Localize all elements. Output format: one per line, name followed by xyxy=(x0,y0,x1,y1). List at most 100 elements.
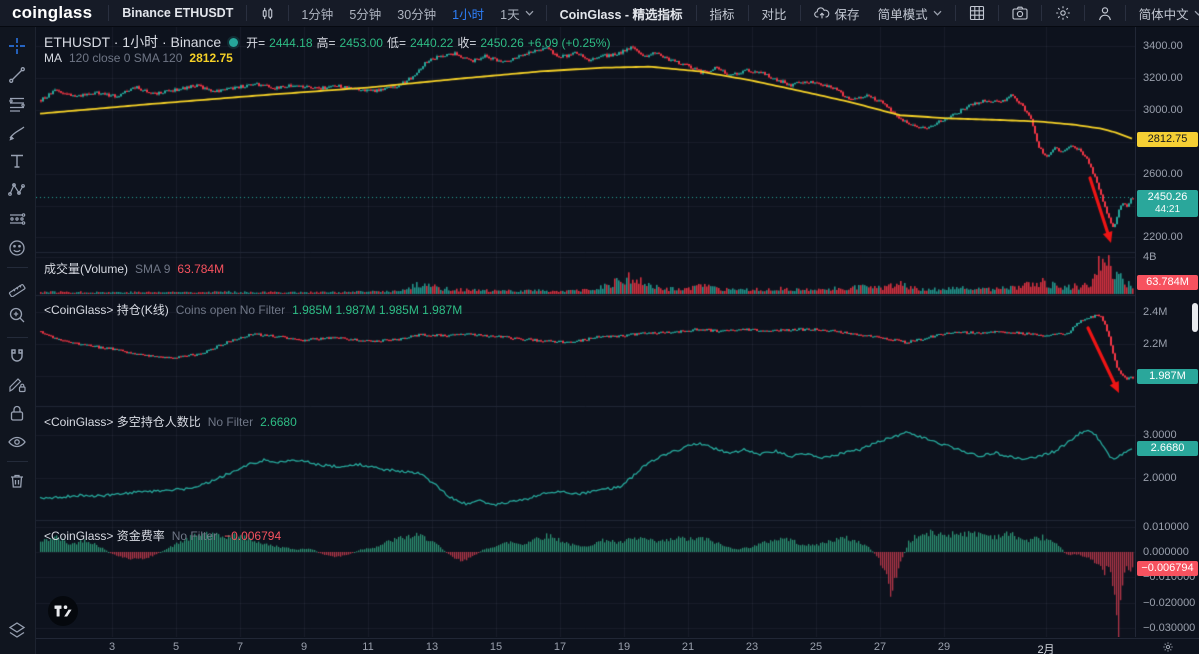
axis-price-label: −0.020000 xyxy=(1143,597,1196,609)
ruler-tool-button[interactable] xyxy=(3,273,31,301)
settings-button[interactable] xyxy=(1046,0,1080,26)
axis-time-label: 23 xyxy=(745,641,759,653)
time-axis[interactable]: 3 5 7 9 11 13 15 17 19 21 23 25 27 29 2月 xyxy=(0,638,1199,654)
axis-time-label: 27 xyxy=(873,641,887,653)
magnet-icon xyxy=(7,346,27,366)
countdown-timer: 44:21 xyxy=(1154,204,1181,215)
language-button[interactable]: 简体中文 xyxy=(1130,0,1199,26)
toolbar-separator xyxy=(1083,5,1085,21)
axis-settings-button[interactable] xyxy=(1157,640,1179,654)
layers-tool-button[interactable] xyxy=(3,616,31,644)
toolbar-separator xyxy=(799,5,801,21)
volume-value: 63.784M xyxy=(177,262,225,276)
indicators-button[interactable]: 指标 xyxy=(709,7,735,22)
toolbar-separator xyxy=(108,5,110,21)
symbol-button[interactable]: Binance ETHUSDT xyxy=(122,6,234,20)
toolbar-separator xyxy=(246,5,248,21)
oi-pane-legend: <CoinGlass> 持仓(K线) Coins open No Filter … xyxy=(44,301,462,318)
axis-time-label: 7 xyxy=(236,641,244,653)
top-toolbar: coinglass Binance ETHUSDT 1分钟 5分钟 30分钟 1小时 1… xyxy=(0,0,1199,27)
trendline-tool-button[interactable] xyxy=(3,61,31,89)
oi-values: 1.985M 1.987M 1.985M 1.987M xyxy=(292,303,463,317)
axis-time-label: 15 xyxy=(489,641,503,653)
toolbar-separator xyxy=(545,5,547,21)
axis-price-label: 3400.00 xyxy=(1143,40,1183,52)
axis-price-label: 2.4M xyxy=(1143,306,1168,318)
account-button[interactable] xyxy=(1089,0,1121,26)
low-value: 2440.22 xyxy=(409,35,454,50)
change-value: +6.09 (+0.25%) xyxy=(527,35,611,50)
interval-button-1分钟[interactable]: 1分钟 xyxy=(301,7,334,22)
fib-lines-tool-button[interactable] xyxy=(3,90,31,118)
axis-value-badge: 63.784M xyxy=(1137,275,1198,290)
toolbar-separator xyxy=(1124,5,1126,21)
main-pane-legend: ETHUSDT · 1小时 · Binance 开= 2444.18 高= 2453… xyxy=(44,32,610,52)
coinglass-logo[interactable]: coinglass xyxy=(12,3,93,22)
interval-button-1天[interactable]: 1天 xyxy=(492,0,541,26)
zoom-in-tool-button[interactable] xyxy=(3,301,31,329)
axis-value-badge: 2812.75 xyxy=(1137,132,1198,147)
funding-title: <CoinGlass> 资金费率 xyxy=(44,529,165,543)
axis-price-label: −0.030000 xyxy=(1143,622,1196,634)
cloud-upload-icon xyxy=(813,7,829,19)
axis-time-label: 3 xyxy=(108,641,116,653)
ma-value: 2812.75 xyxy=(189,51,233,65)
axis-time-label: 19 xyxy=(617,641,631,653)
market-status-dot xyxy=(229,37,239,47)
magnet-tool-button[interactable] xyxy=(3,342,31,370)
lock-tool-button[interactable] xyxy=(3,399,31,427)
indicator-template-button[interactable]: CoinGlass - 精选指标 xyxy=(559,7,683,22)
ratio-param: No Filter xyxy=(207,415,254,429)
eye-tool-button[interactable] xyxy=(3,428,31,456)
grid-icon xyxy=(969,5,984,21)
axis-time-label: 13 xyxy=(425,641,439,653)
trash-tool-button[interactable] xyxy=(3,467,31,495)
toolbar-divider xyxy=(7,267,28,268)
tradingview-logo[interactable] xyxy=(48,596,78,626)
camera-icon xyxy=(1012,6,1028,20)
toolbar-separator xyxy=(954,5,956,21)
forecast-tool-button[interactable] xyxy=(3,205,31,233)
interval-group: 1分钟 5分钟 30分钟 1小时 1天 xyxy=(293,0,541,26)
lock-icon xyxy=(7,403,27,423)
interval-button-5分钟[interactable]: 5分钟 xyxy=(349,7,382,22)
tradingview-icon xyxy=(54,605,72,617)
axis-value-badge: 2450.26 44:21 xyxy=(1137,190,1198,217)
price-axis[interactable]: 3400.00 3200.00 3000.00 2600.00 2200.00 4B 2.4… xyxy=(1135,26,1199,637)
interval-button-1小时[interactable]: 1小时 xyxy=(452,7,485,22)
volume-param: SMA 9 xyxy=(135,262,171,276)
axis-time-label: 5 xyxy=(172,641,180,653)
axis-value-badge: 1.987M xyxy=(1137,369,1198,384)
save-button[interactable]: 保存 xyxy=(805,0,869,26)
crosshair-tool-button[interactable] xyxy=(3,32,31,60)
open-label: 开= xyxy=(246,35,266,50)
simple-mode-button[interactable]: 简单模式 xyxy=(869,0,951,26)
chevron-down-icon xyxy=(933,10,942,16)
axis-price-label: 2.2M xyxy=(1143,338,1168,350)
volume-title: 成交量(Volume) xyxy=(44,262,129,276)
toolbar-divider xyxy=(7,461,28,462)
brush-tool-button[interactable] xyxy=(3,119,31,147)
user-icon xyxy=(1098,6,1111,20)
pane-scroll-handle[interactable] xyxy=(1192,303,1198,332)
axis-price-label: 2600.00 xyxy=(1143,168,1183,180)
high-label: 高= xyxy=(316,35,336,50)
axis-time-label: 11 xyxy=(362,641,374,653)
axis-time-label: 17 xyxy=(553,641,567,653)
screenshot-button[interactable] xyxy=(1003,0,1037,26)
text-tool-tool-button[interactable] xyxy=(3,147,31,175)
interval-button-30分钟[interactable]: 30分钟 xyxy=(397,7,437,22)
symbol-title[interactable]: ETHUSDT · 1小时 · Binance xyxy=(44,34,222,50)
emoji-icon xyxy=(7,238,27,258)
close-value: 2450.26 xyxy=(480,35,524,50)
axis-time-label: 21 xyxy=(681,641,695,653)
axis-price-label: 0.010000 xyxy=(1143,521,1189,533)
compare-button[interactable]: 对比 xyxy=(761,7,787,22)
xabcd-pattern-tool-button[interactable] xyxy=(3,176,31,204)
chart-type-button[interactable] xyxy=(251,0,284,26)
layout-grid-button[interactable] xyxy=(960,0,994,26)
emoji-tool-button[interactable] xyxy=(3,234,31,262)
axis-price-label: 2200.00 xyxy=(1143,231,1183,243)
draw-lock-tool-button[interactable] xyxy=(3,370,31,398)
